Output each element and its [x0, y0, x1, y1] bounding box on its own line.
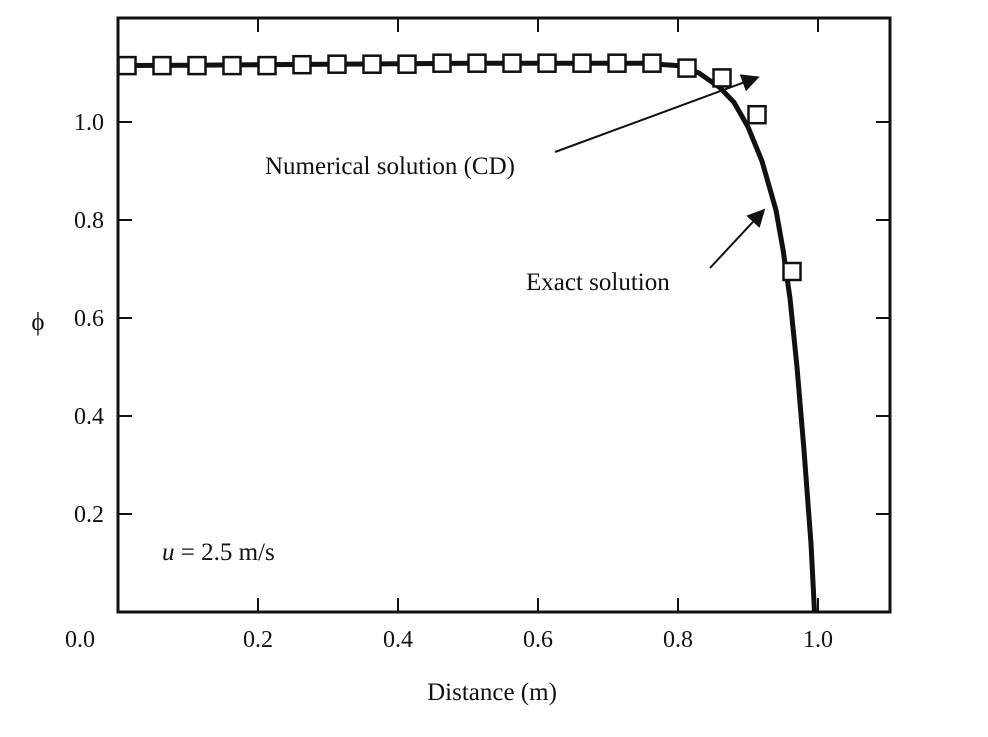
- numerical-marker: [747, 104, 767, 125]
- numerical-marker: [327, 54, 347, 74]
- annotation-velocity: u = 2.5 m/s: [162, 539, 275, 566]
- numerical-marker: [502, 53, 522, 73]
- numerical-marker: [712, 68, 732, 88]
- numerical-marker: [257, 55, 277, 76]
- annotation-exact-label: Exact solution: [526, 269, 670, 296]
- x-tick-label: 0.8: [663, 627, 693, 653]
- y-tick-label: 1.0: [74, 110, 104, 136]
- x-axis-label: Distance (m): [427, 679, 557, 706]
- numerical-marker: [362, 54, 382, 74]
- numerical-marker: [152, 55, 172, 76]
- x-tick-label: 0.6: [523, 627, 553, 653]
- exact-solution-line: [117, 60, 817, 613]
- annotation-exact-arrow: [709, 208, 766, 269]
- x-tick-label: 1.0: [803, 627, 833, 653]
- numerical-solution-markers: [117, 53, 802, 282]
- numerical-marker: [782, 261, 802, 282]
- x-axis-ticks: 0.0 0.2 0.4 0.6 0.8 1.0: [65, 18, 833, 653]
- numerical-marker: [607, 53, 627, 73]
- x-tick-label: 0.2: [243, 627, 273, 653]
- numerical-marker: [642, 53, 662, 73]
- y-tick-label: 0.2: [74, 502, 104, 528]
- y-tick-label: 0.4: [74, 404, 104, 430]
- numerical-marker: [537, 53, 557, 73]
- numerical-marker: [397, 54, 417, 74]
- annotation-numerical-arrow: [554, 74, 760, 153]
- plot-frame: [116, 16, 892, 614]
- numerical-marker: [187, 55, 207, 76]
- y-axis-label: ϕ: [31, 309, 44, 336]
- numerical-marker: [432, 53, 452, 73]
- x-tick-label: 0.4: [383, 627, 413, 653]
- x-tick-label: 0.0: [65, 627, 95, 653]
- y-tick-label: 0.6: [74, 306, 104, 332]
- y-axis-ticks: 0.2 0.4 0.6 0.8 1.0: [74, 110, 890, 528]
- y-tick-label: 0.8: [74, 208, 104, 234]
- numerical-marker: [292, 54, 312, 75]
- numerical-marker: [677, 58, 697, 78]
- annotation-numerical-label: Numerical solution (CD): [265, 153, 515, 180]
- numerical-marker: [222, 55, 242, 76]
- numerical-marker: [117, 55, 137, 76]
- numerical-marker: [572, 53, 592, 73]
- numerical-marker: [467, 53, 487, 73]
